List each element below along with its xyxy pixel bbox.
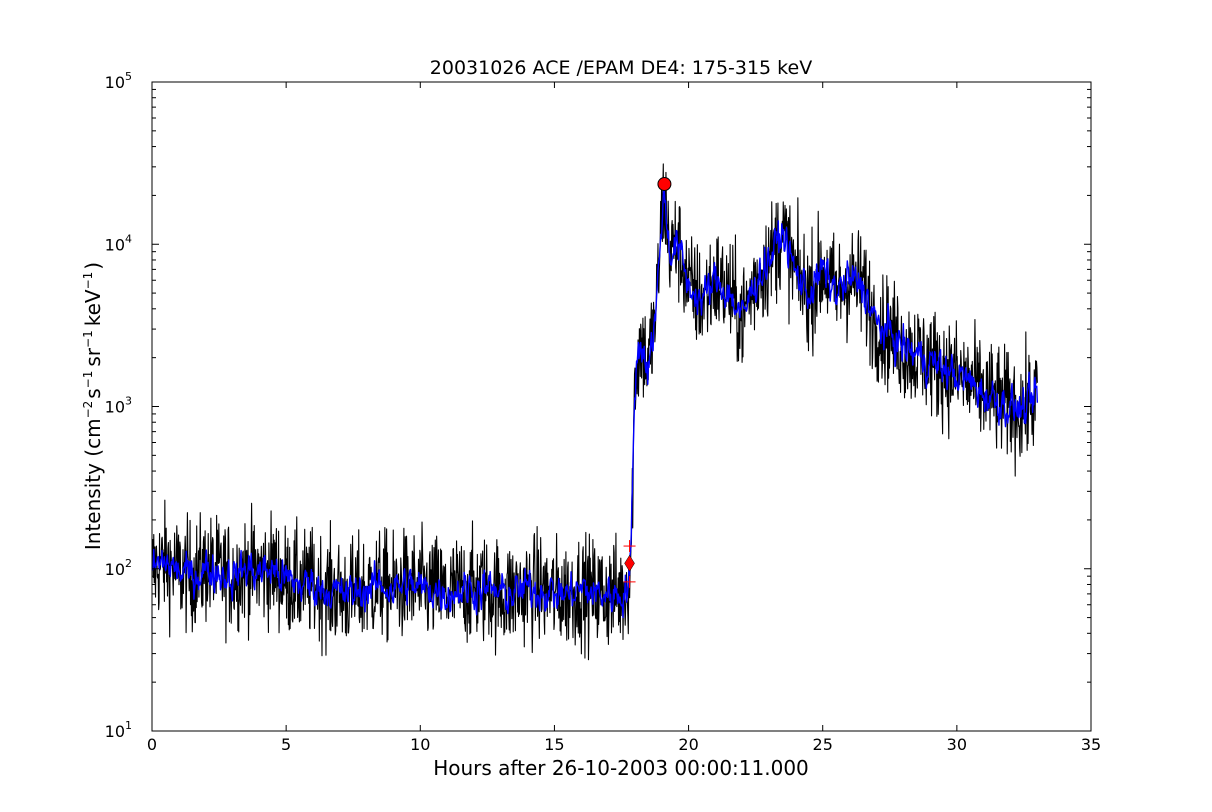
y-axis-label: Intensity (cm−2s−1sr−1keV−1) xyxy=(81,262,105,550)
series-raw-line xyxy=(152,163,1038,661)
x-tick-label: 25 xyxy=(813,735,833,754)
x-tick-label: 10 xyxy=(410,735,430,754)
x-tick-label: 20 xyxy=(678,735,698,754)
marker-layer xyxy=(623,177,672,588)
y-label-sup3: −1 xyxy=(81,330,95,348)
y-tick-base: 10 xyxy=(105,73,125,92)
onset-marker xyxy=(624,554,635,572)
y-tick-label: 105 xyxy=(105,70,132,92)
chart-title: 20031026 ACE /EPAM DE4: 175-315 keV xyxy=(430,57,812,79)
series-layer xyxy=(152,163,1039,661)
y-tick-label: 101 xyxy=(105,719,132,741)
y-tick-label: 102 xyxy=(105,557,132,579)
y-tick-base: 10 xyxy=(105,560,125,579)
x-tick-label: 35 xyxy=(1081,735,1101,754)
y-label-mid3: keV xyxy=(81,289,105,326)
x-axis-ticks: 0 5 10 15 20 25 30 35 xyxy=(147,82,1101,754)
y-tick-base: 10 xyxy=(105,235,125,254)
y-label-sup4: −1 xyxy=(81,272,95,290)
y-tick-exponent: 5 xyxy=(125,70,132,83)
y-label-mid1: s xyxy=(81,388,105,398)
x-tick-label: 15 xyxy=(544,735,564,754)
series-smoothed-line xyxy=(152,186,1039,619)
y-tick-label: 103 xyxy=(105,395,132,417)
x-tick-label: 30 xyxy=(947,735,967,754)
x-tick-label: 5 xyxy=(281,735,291,754)
onset-error-marker xyxy=(623,575,636,588)
x-axis-label: Hours after 26-10-2003 00:00:11.000 xyxy=(433,756,809,780)
y-label-prefix: Intensity (cm xyxy=(81,418,105,550)
y-tick-label: 104 xyxy=(105,232,132,254)
y-tick-base: 10 xyxy=(105,722,125,741)
y-tick-exponent: 3 xyxy=(125,395,132,408)
y-label-sup2: −1 xyxy=(81,371,95,389)
x-tick-label: 0 xyxy=(147,735,157,754)
y-label-sup1: −2 xyxy=(81,401,95,419)
onset-error-marker xyxy=(623,540,636,553)
y-tick-exponent: 1 xyxy=(125,719,132,732)
y-tick-base: 10 xyxy=(105,398,125,417)
y-tick-exponent: 4 xyxy=(125,232,132,245)
y-label-suffix: ) xyxy=(81,262,105,270)
y-label-mid2: sr xyxy=(81,347,105,366)
y-tick-exponent: 2 xyxy=(125,557,132,570)
peak-marker xyxy=(657,177,672,192)
